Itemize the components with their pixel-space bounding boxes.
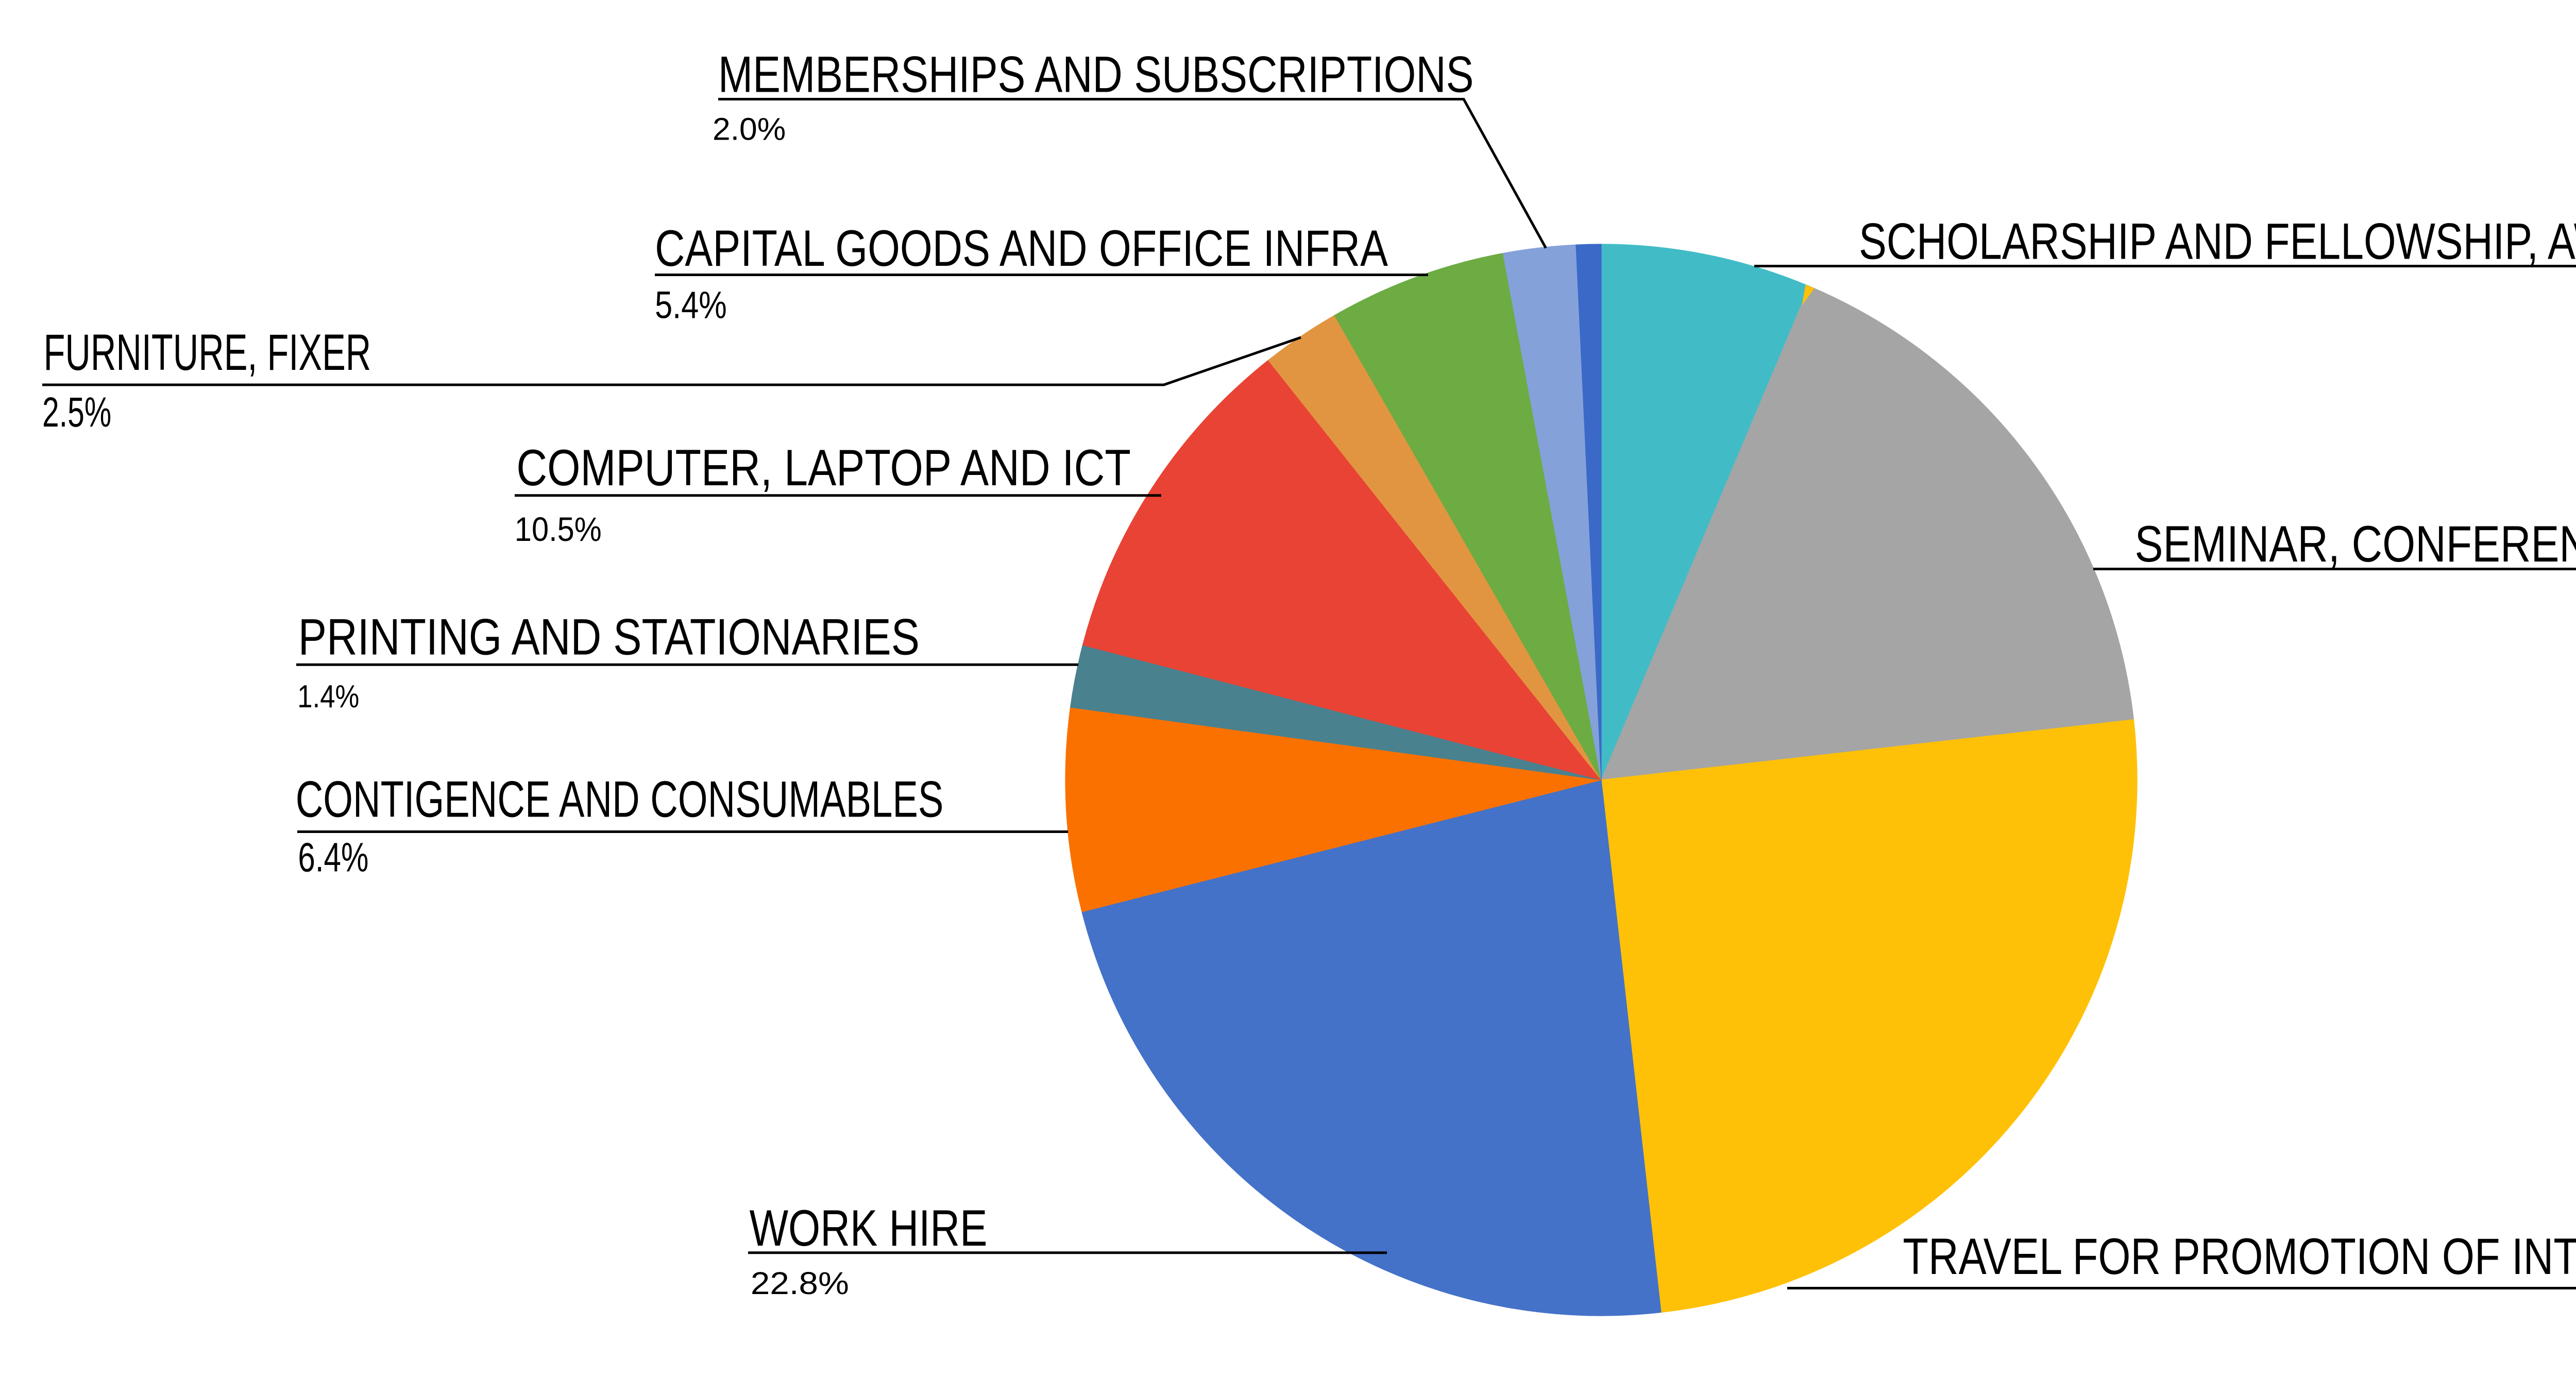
svg-text:6.4%: 6.4% xyxy=(298,834,368,880)
svg-text:CAPITAL GOODS AND OFFICE INFRA: CAPITAL GOODS AND OFFICE INFRA xyxy=(655,219,1388,277)
svg-text:10.5%: 10.5% xyxy=(515,510,602,548)
svg-text:MEMBERSHIPS AND SUBSCRIPTIONS: MEMBERSHIPS AND SUBSCRIPTIONS xyxy=(718,46,1474,103)
svg-text:PRINTING AND STATIONARIES: PRINTING AND STATIONARIES xyxy=(298,608,920,665)
svg-text:WORK HIRE: WORK HIRE xyxy=(750,1199,988,1256)
svg-text:CONTIGENCE AND CONSUMABLES: CONTIGENCE AND CONSUMABLES xyxy=(296,771,944,828)
svg-text:SEMINAR, CONFERENCE, EVENTS AN: SEMINAR, CONFERENCE, EVENTS AND DELE… xyxy=(2135,515,2576,572)
svg-text:FURNITURE, FIXER: FURNITURE, FIXER xyxy=(44,324,371,381)
svg-text:2.0%: 2.0% xyxy=(713,111,786,146)
svg-text:1.4%: 1.4% xyxy=(297,678,359,715)
svg-text:SCHOLARSHIP AND FELLOWSHIP, AW: SCHOLARSHIP AND FELLOWSHIP, AWARDS, REWA… xyxy=(1859,212,2576,269)
svg-text:5.4%: 5.4% xyxy=(655,284,727,327)
svg-text:22.8%: 22.8% xyxy=(751,1266,849,1301)
svg-text:2.5%: 2.5% xyxy=(42,389,111,436)
svg-text:COMPUTER, LAPTOP AND ICT: COMPUTER, LAPTOP AND ICT xyxy=(516,439,1131,496)
svg-text:TRAVEL FOR PROMOTION OF INTERN: TRAVEL FOR PROMOTION OF INTERNATIONAL RE… xyxy=(1903,1228,2576,1285)
